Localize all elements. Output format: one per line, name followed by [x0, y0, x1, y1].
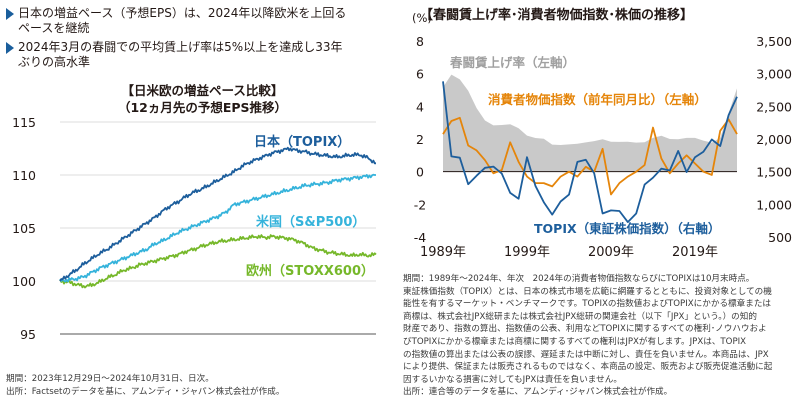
right-chart-x-tick-label: 2009年	[588, 245, 634, 260]
right-chart-note-line: 東証株価指数（TOPIX）とは、日本の株式市場を広範に網羅するとともに、投資対象…	[403, 286, 772, 297]
left-chart-note-period: 期間：2023年12月29日～2024年10月31日、日次。	[6, 374, 214, 384]
left-chart-y-tick-label: 115	[12, 115, 36, 130]
topix-series-label: TOPIX（東証株価指数）（右軸）	[534, 221, 720, 236]
right-chart-note-line: 期間：1989年～2024年、年次 2024年の消費者物価指数ならびにTOPIX…	[403, 274, 755, 284]
cpi-line	[442, 116, 738, 196]
right-chart-note-line: 能性を有するマーケット・ベンチマークです。TOPIXの指数値およびTOPIXにか…	[403, 299, 772, 310]
right-chart-right-tick-label: 3,500	[756, 34, 792, 49]
left-chart-note-source: 出所：Factsetのデータを基に、アムンディ・ジャパン株式会社が作成。	[6, 387, 285, 397]
right-chart-x-tick-label: 1999年	[504, 245, 550, 260]
right-chart-right-tick-label: 1,000	[756, 197, 792, 212]
right-chart-title: 【春闘賃上げ率･消費者物価指数･株価の推移】	[420, 8, 694, 23]
right-chart-left-tick-label: 4	[416, 99, 424, 114]
right-chart-x-tick-label: 2019年	[672, 245, 718, 260]
right-chart-left-tick-label: 6	[416, 67, 424, 82]
right-chart-left-unit: (%)	[412, 11, 432, 25]
left-chart-y-tick-label: 100	[12, 274, 36, 289]
left-chart-y-tick-label: 110	[12, 168, 36, 183]
right-chart-left-tick-label: 0	[416, 165, 424, 180]
right-chart-note-line: 出所：連合等のデータを基に、アムンディ･ジャパン株式会社が作成。	[403, 387, 673, 398]
right-chart-notes: 期間：1989年～2024年、年次 2024年の消費者物価指数ならびにTOPIX…	[403, 273, 797, 399]
right-chart-labels: 春闘賃上げ率（左軸） 消費者物価指数（前年同月比）（左軸） TOPIX（東証株価指数…	[449, 55, 720, 236]
right-chart-series	[442, 81, 738, 224]
triangle-bullet-icon	[6, 8, 14, 20]
right-chart-note-line: びTOPIXにかかる標章または商標に関するすべての権利はJPXが有します。JPX…	[403, 336, 747, 347]
right-chart-note-line: 財産であり、指数の算出、指数値の公表、利用などTOPIXに関するすべての権利･ノ…	[403, 324, 767, 335]
left-chart-axes: 951001051101152023年12月2024年4月2024年8月	[12, 115, 376, 340]
left-chart-series-label-us: 米国（S&P500）	[256, 214, 365, 230]
headline-bullet-1-line-2: ペースを継続	[18, 21, 90, 35]
left-chart-series	[59, 146, 377, 289]
headline-bullet-2-line-1: 2024年3月の春闘での平均賃上げ率は5%以上を達成し33年	[18, 40, 343, 54]
triangle-bullet-icon	[6, 42, 14, 54]
headline-bullet-2: 2024年3月の春闘での平均賃上げ率は5%以上を達成し33年 ぶりの高水準	[6, 40, 396, 70]
right-chart-note-line: 因するいかなる損害に対してもJPXは責任を負いません。	[403, 374, 622, 385]
left-chart-series-label-europe: 欧州（STOXX600）	[246, 263, 374, 279]
right-chart-x-tick-label: 1989年	[420, 245, 466, 260]
right-chart-right-tick-label: 3,000	[756, 67, 792, 82]
right-chart-right-tick-label: 2,000	[756, 132, 792, 147]
left-chart-y-tick-label: 95	[20, 327, 36, 340]
right-chart-left-tick-label: -2	[414, 197, 426, 212]
eps-comparison-chart: 951001051101152023年12月2024年4月2024年8月 日本（…	[12, 115, 377, 340]
left-chart-series-label-japan: 日本（TOPIX）	[254, 134, 350, 150]
headline-bullet-2-line-2: ぶりの高水準	[18, 55, 91, 69]
left-chart-labels: 日本（TOPIX） 米国（S&P500） 欧州（STOXX600）	[246, 134, 374, 279]
left-chart-series-line-japan	[59, 146, 376, 282]
shunto-series-label: 春闘賃上げ率（左軸）	[449, 55, 575, 70]
right-chart-right-tick-label: 500	[768, 230, 792, 245]
left-chart-title: 【日米欧の増益ペース比較】	[121, 83, 284, 98]
right-chart-axes: -4 -2 0 2 4 6 8 (%) 500 1,000 1,500 2,000 2,500 3,000…	[412, 11, 792, 260]
right-chart-left-tick-label: 8	[416, 34, 424, 49]
left-chart-series-line-europe	[59, 234, 377, 289]
shunto-wage-area	[443, 74, 737, 172]
right-chart-left-tick-label: 2	[416, 132, 424, 147]
left-chart-subtitle: （12ヵ月先の予想EPS推移）	[117, 100, 288, 115]
shunto-cpi-topix-chart: -4 -2 0 2 4 6 8 (%) 500 1,000 1,500 2,000 2,500 3,000…	[412, 11, 792, 260]
right-chart-area-layer	[443, 74, 737, 172]
left-chart-series-line-us	[59, 173, 376, 283]
right-chart-right-tick-label: 1,500	[756, 165, 792, 180]
left-chart-y-tick-label: 105	[12, 221, 36, 236]
cpi-series-label: 消費者物価指数（前年同月比）（左軸）	[488, 92, 707, 107]
right-chart-right-tick-label: 2,500	[756, 99, 792, 114]
headline-bullet-1-line-1: 日本の増益ペース（予想EPS）は、2024年以降欧米を上回る	[18, 6, 347, 20]
headline-bullet-1: 日本の増益ペース（予想EPS）は、2024年以降欧米を上回る ペースを継続	[6, 6, 396, 36]
topix-line	[442, 81, 738, 224]
right-chart-left-tick-label: -4	[414, 230, 427, 245]
right-chart-note-line: により提供、保証または販売されるものではなく、本商品の設定、販売および販売促進活…	[403, 362, 773, 373]
right-chart-note-line: の指数値の算出または公表の誤謬、遅延または中断に対し、責任を負いません。本商品は…	[403, 349, 769, 360]
right-chart-note-line: 商標は、株式会社JPX総研または株式会社JPX総研の関連会社（以下「JPX」とい…	[403, 311, 757, 322]
